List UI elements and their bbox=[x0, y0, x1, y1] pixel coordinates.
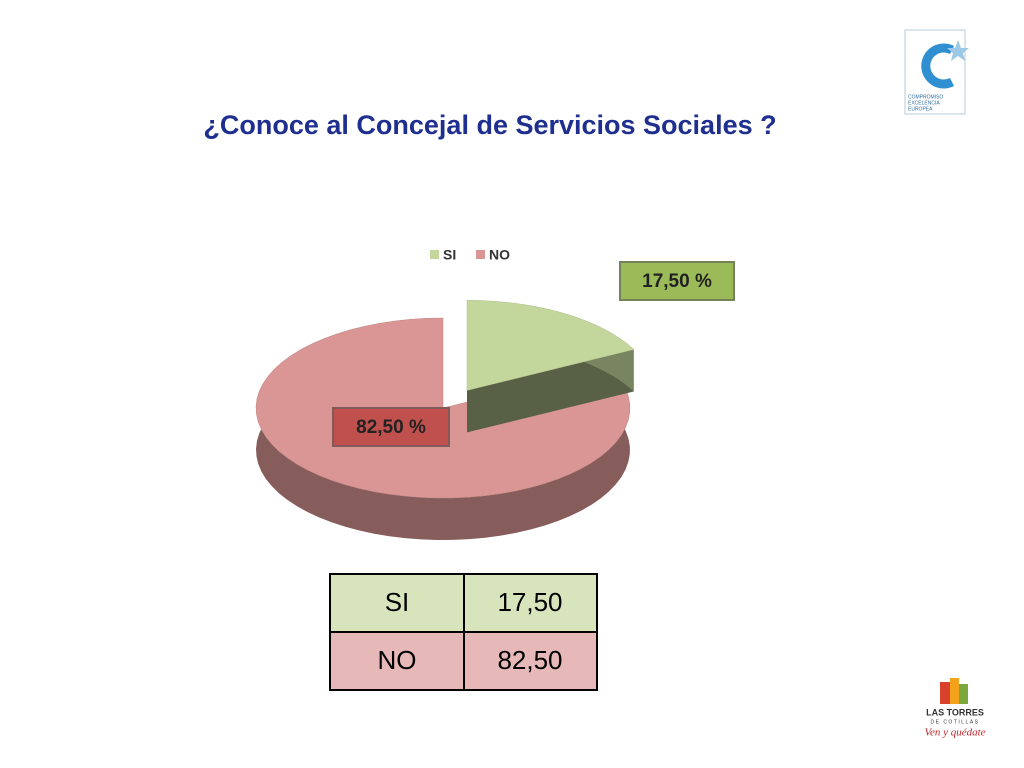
table-lines bbox=[329, 573, 598, 691]
slice bbox=[466, 300, 635, 391]
logo-text: LAS TORRES bbox=[926, 707, 984, 717]
slice-wall bbox=[467, 349, 634, 433]
value-label: 82,50 % bbox=[356, 417, 426, 438]
legend-label: NO bbox=[489, 247, 510, 263]
data-table: SI 17,50 NO 82,50 bbox=[329, 573, 598, 691]
logo-block bbox=[959, 684, 968, 704]
legend-swatch bbox=[476, 250, 485, 259]
value-label: 17,50 % bbox=[642, 271, 712, 292]
table-cell: 82,50 bbox=[497, 645, 562, 675]
pie-chart: 17,50 % 82,50 % SI NO bbox=[255, 247, 735, 540]
table-cell: NO bbox=[378, 645, 417, 675]
logo-block bbox=[940, 682, 950, 704]
logo-block bbox=[950, 678, 959, 704]
town-logo: LAS TORRES DE COTILLAS Ven y quédate bbox=[924, 678, 986, 739]
logo-text: EXCELENCIA bbox=[908, 100, 940, 106]
logo-c bbox=[921, 43, 955, 89]
logo-text: COMPROMISO bbox=[908, 94, 943, 100]
chart-title: ¿Conoce al Concejal de Servicios Sociale… bbox=[203, 110, 776, 140]
legend-label: SI bbox=[443, 247, 456, 263]
logo-slogan: Ven y quédate bbox=[924, 727, 985, 739]
logo-text: DE COTILLAS bbox=[930, 719, 979, 725]
table-cell: SI bbox=[385, 587, 410, 617]
logo-star bbox=[947, 40, 969, 61]
logo-frame bbox=[904, 29, 966, 115]
value-label-box bbox=[332, 407, 450, 447]
excellence-logo: COMPROMISO EXCELENCIA EUROPEA bbox=[904, 29, 969, 115]
table-cell: 17,50 bbox=[497, 587, 562, 617]
legend-swatch bbox=[430, 250, 439, 259]
value-label-box bbox=[619, 261, 735, 301]
logo-text: EUROPEA bbox=[908, 106, 933, 112]
